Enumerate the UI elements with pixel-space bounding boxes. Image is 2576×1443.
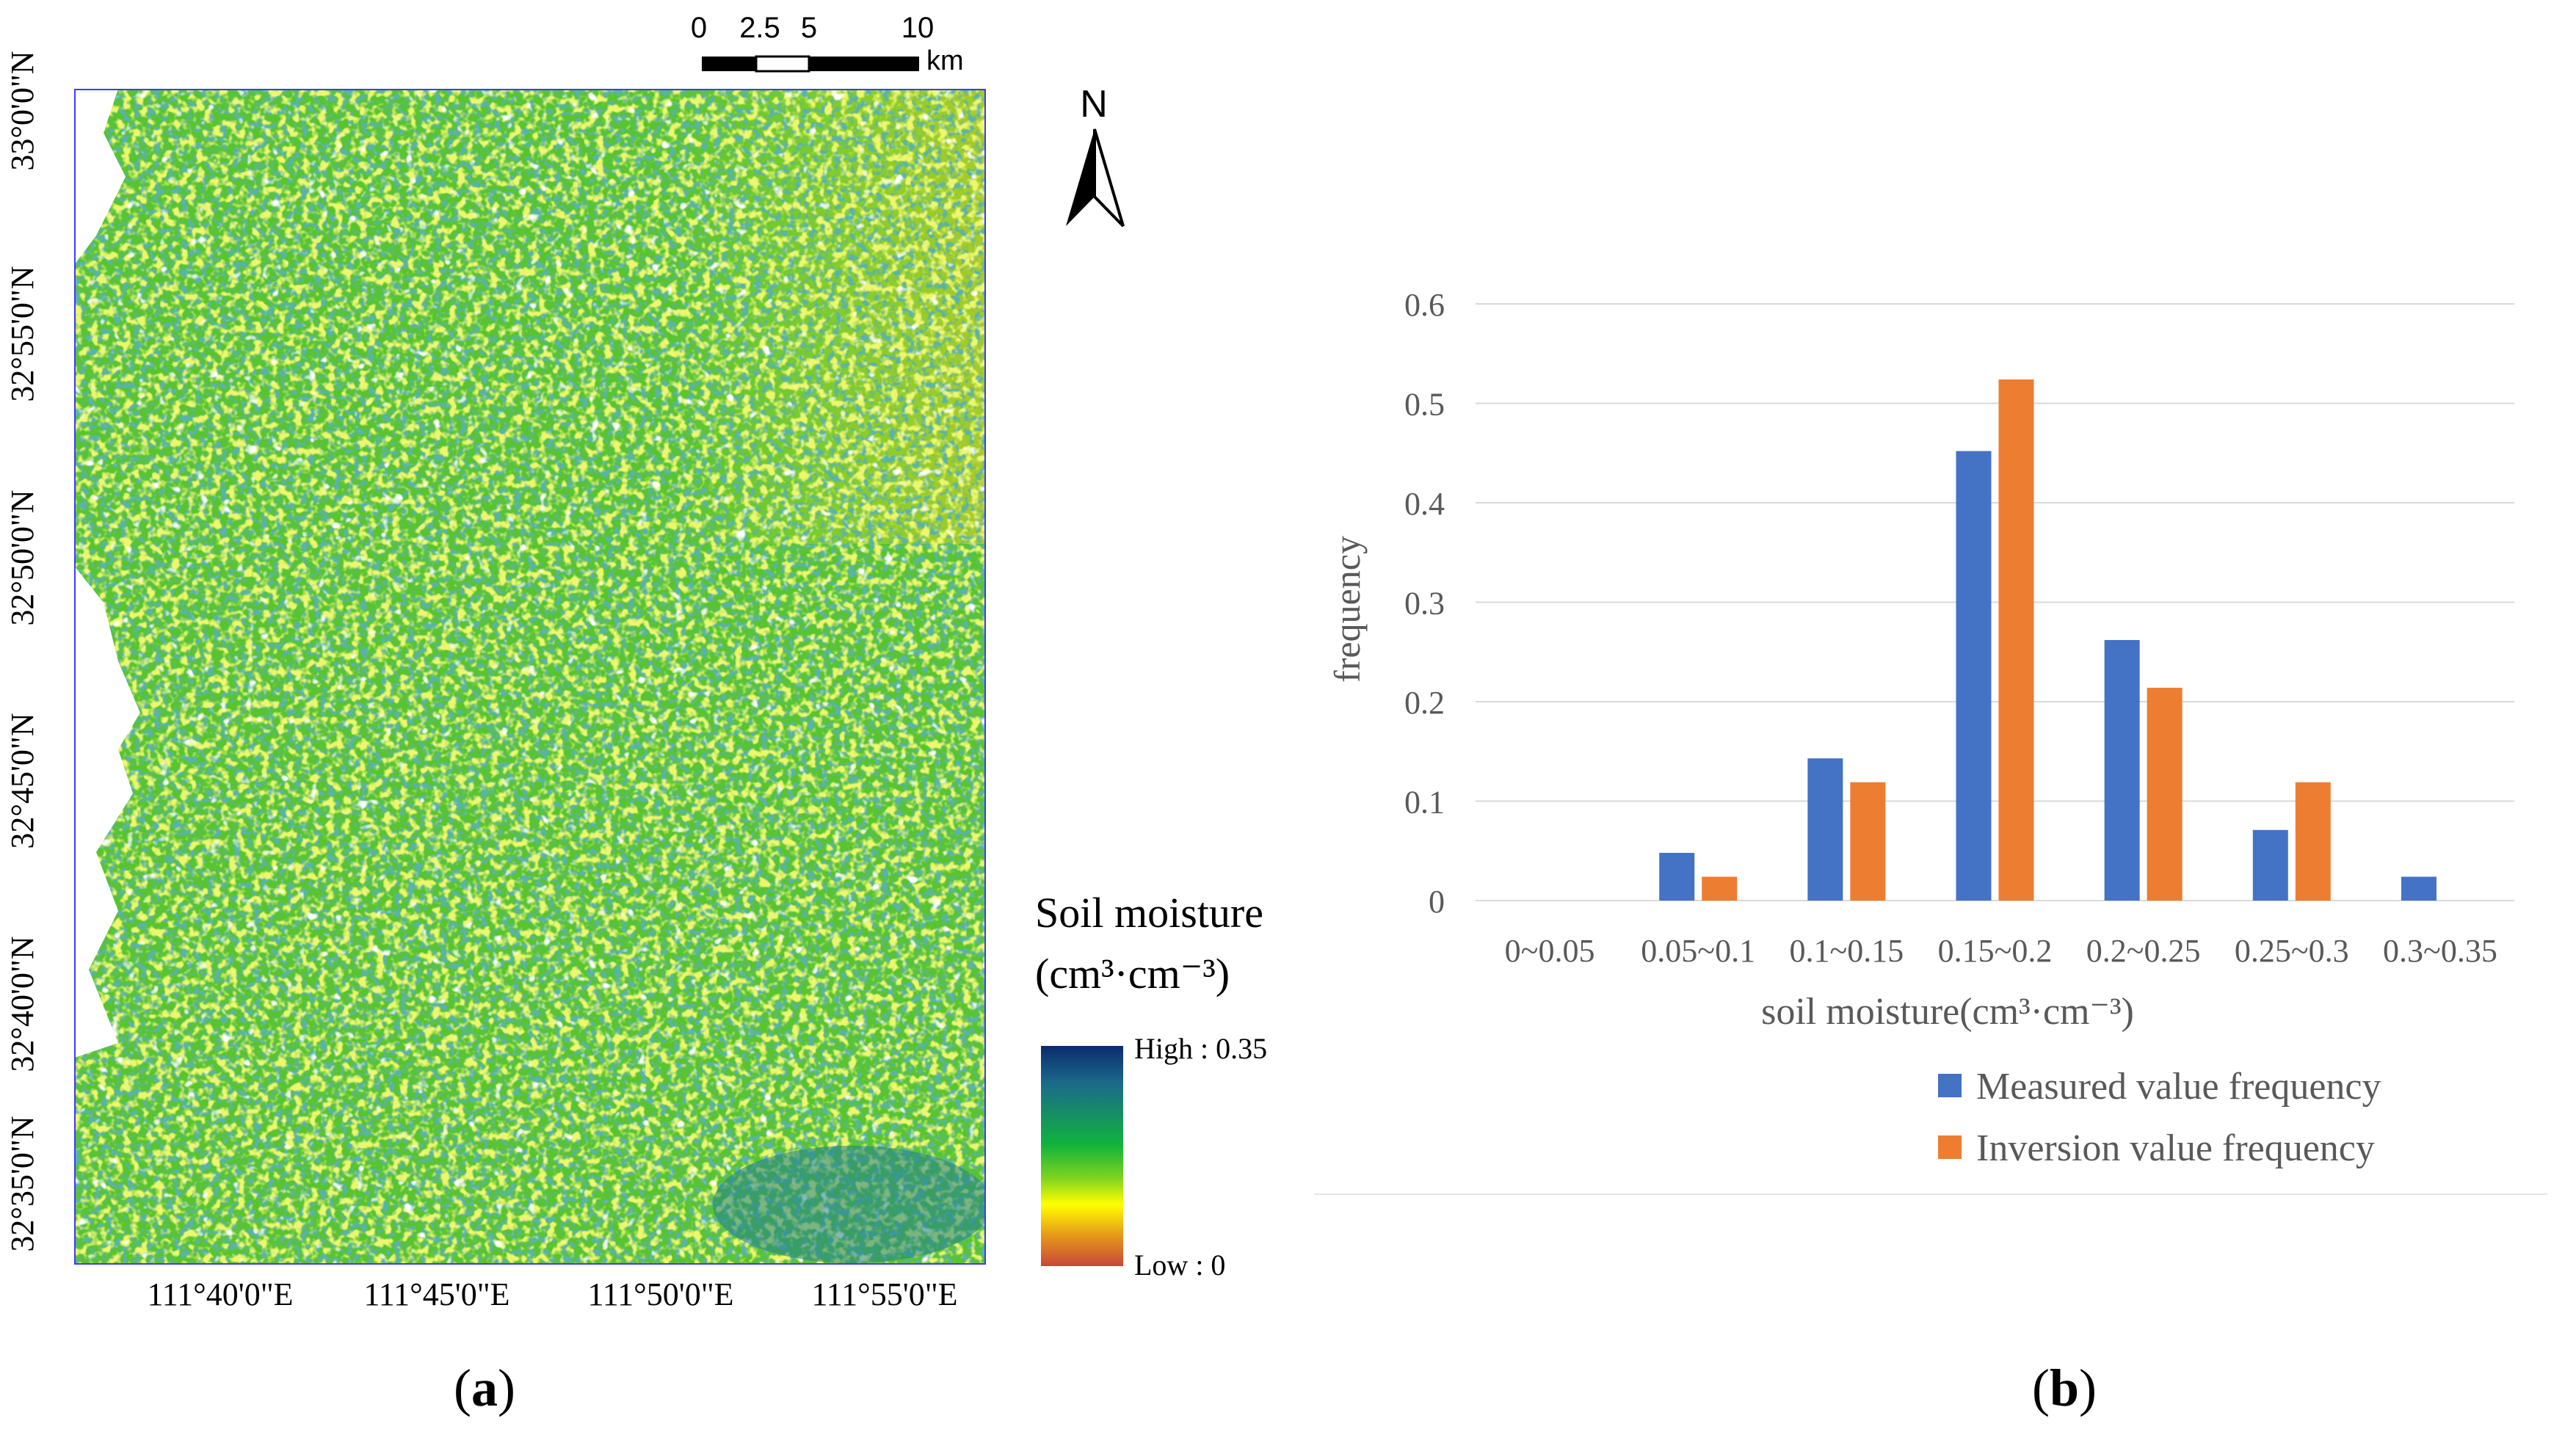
soil-moisture-map [74,89,986,1265]
map-frame [74,89,986,1265]
bar-measured-5 [2252,829,2288,901]
y-axis-label: frequency [1327,536,1368,683]
north-arrow-icon [1066,128,1125,228]
scale-tick-10: 10 [901,12,935,44]
legend-title-line2: (cm³·cm⁻³) [1035,950,1230,997]
lon-label-111-45: 111°45'0"E [363,1276,510,1312]
panel-label-b-letter: b [2049,1359,2080,1417]
bar-measured-1 [1659,852,1695,901]
panel-label-a: (a) [411,1358,558,1419]
panel-label-a-open: ( [454,1359,471,1417]
y-tick-label-3: 0.3 [1404,586,1445,622]
scale-unit: km [926,46,964,76]
x-tick-label-1: 0.05~0.1 [1641,933,1755,969]
legend-swatch-0 [1938,1074,1962,1097]
y-tick-label-1: 0.1 [1404,785,1445,821]
panel-label-b-close: ) [2079,1359,2097,1417]
y-tick-label-0: 0 [1429,884,1445,920]
bar-inversion-2 [1850,782,1886,901]
x-tick-label-5: 0.25~0.3 [2235,933,2349,969]
bar-measured-6 [2401,876,2437,901]
legend-color-ramp [1041,1046,1123,1266]
legend-label-0: Measured value frequency [1976,1066,2381,1108]
x-tick-label-4: 0.2~0.25 [2086,933,2201,969]
lon-label-111-40: 111°40'0"E [147,1276,294,1312]
x-tick-label-0: 0~0.05 [1505,933,1595,969]
scale-tick-2-5: 2.5 [739,12,780,44]
lon-label-111-50: 111°50'0"E [587,1276,734,1312]
panel-label-a-letter: a [471,1359,498,1417]
scale-tick-5: 5 [800,12,818,44]
y-tick-label-5: 0.5 [1404,387,1445,423]
x-tick-label-6: 0.3~0.35 [2383,933,2497,969]
bar-inversion-4 [2147,688,2183,901]
map-wet-area [713,1146,986,1263]
bar-inversion-5 [2295,782,2331,901]
scale-tick-0: 0 [690,12,708,44]
panel-label-a-close: ) [498,1359,515,1417]
legend-swatch-1 [1938,1135,1962,1159]
bar-inversion-1 [1702,876,1738,901]
bar-measured-2 [1807,758,1843,901]
map-raster-nodata-texture [74,89,986,1265]
scale-bar-segments [702,55,919,73]
legend-low-label: Low : 0 [1134,1248,1226,1282]
map-nodata-region [74,89,140,1058]
legend-label-1: Inversion value frequency [1976,1127,2375,1169]
legend-high-label: High : 0.35 [1134,1032,1268,1065]
bar-measured-3 [1956,451,1992,901]
bar-measured-4 [2104,639,2140,901]
y-tick-label-4: 0.4 [1404,486,1445,522]
legend-title-line1: Soil moisture [1035,889,1263,937]
x-axis-label: soil moisture(cm³·cm⁻³) [1761,991,2134,1033]
bar-inversion-3 [1998,379,2034,901]
x-tick-label-3: 0.15~0.2 [1938,933,2053,969]
panel-label-b-open: ( [2031,1359,2050,1417]
north-label: N [1080,83,1108,126]
y-tick-label-2: 0.2 [1404,685,1445,721]
y-tick-label-6: 0.6 [1404,287,1445,323]
x-tick-label-2: 0.1~0.15 [1789,933,1904,969]
lon-label-111-55: 111°55'0"E [811,1276,958,1312]
panel-label-b: (b) [1991,1358,2138,1419]
